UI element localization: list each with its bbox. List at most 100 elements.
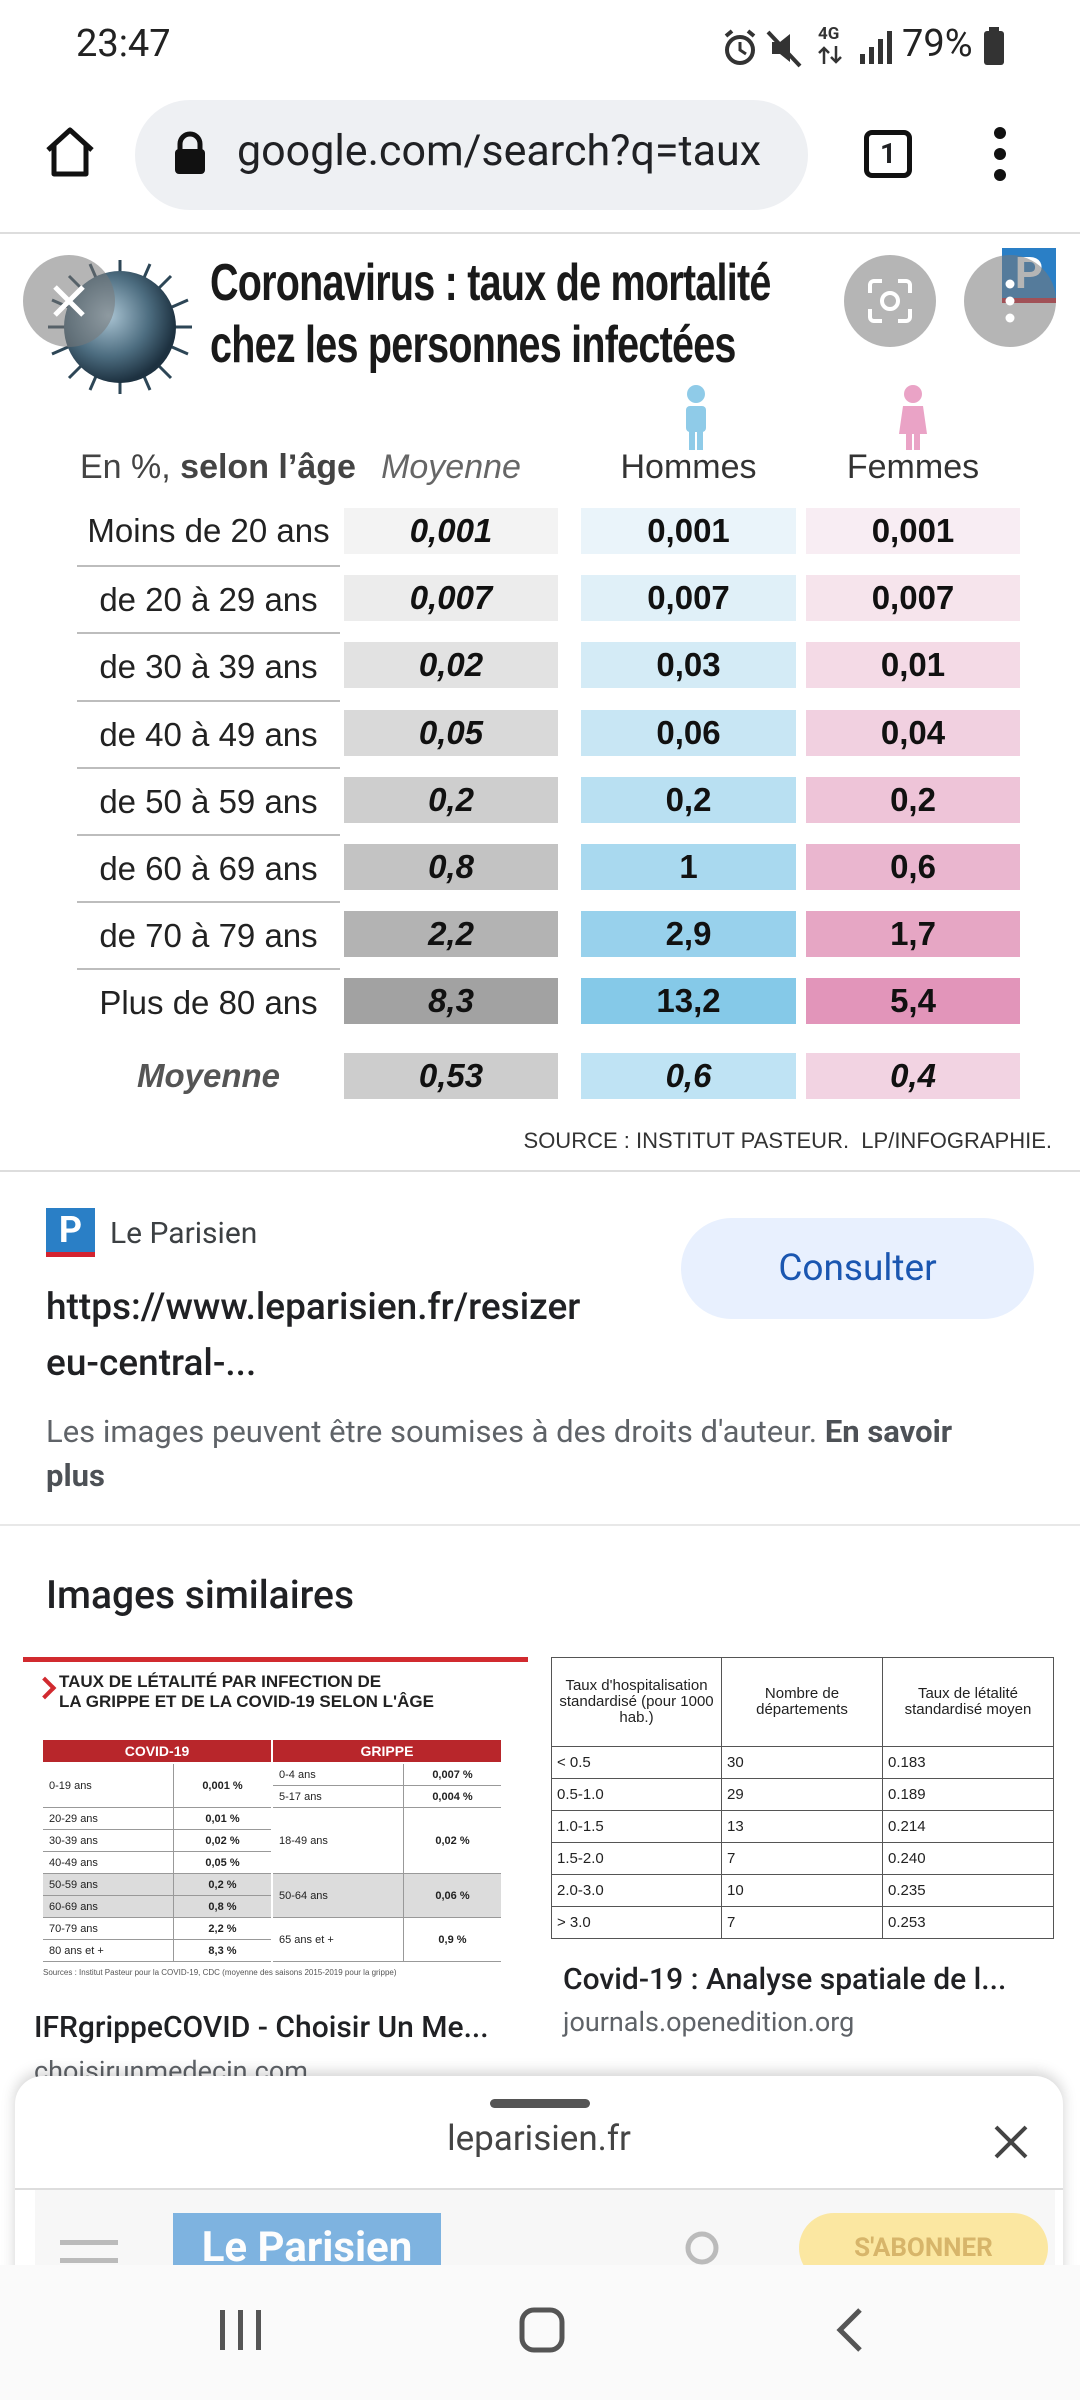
thumb-column-header: GRIPPE [273, 1740, 501, 1762]
sheet-close[interactable] [993, 2124, 1029, 2160]
navigation-bar [0, 2265, 1080, 2400]
url-line[interactable]: https://www.leparisien.fr/resizer [46, 1286, 581, 1329]
tab-switcher[interactable]: 1 [864, 130, 912, 178]
learn-more-link[interactable]: En savoir plus [46, 1413, 953, 1494]
thumb-cell: 0.189 [882, 1778, 1054, 1811]
rate-cell: 5,4 [806, 978, 1020, 1025]
thumb-rate: 0,004 % [403, 1786, 501, 1808]
thumb-rate: 0,01 % [173, 1808, 271, 1830]
rate-cell: 1 [581, 844, 796, 890]
image-source: SOURCE : INSTITUT PASTEUR. LP/INFOGRAPHI… [523, 1128, 1052, 1153]
thumb-rate: 0,06 % [403, 1874, 501, 1918]
thumb-title: TAUX DE LÉTALITÉ PAR INFECTION DE LA GRIP… [59, 1672, 434, 1712]
title-line: Coronavirus : taux de mortalité [210, 254, 771, 312]
url-text[interactable]: google.com/search?q=taux [237, 126, 762, 176]
thumb-age: 65 ans et + [273, 1918, 403, 1962]
similar-thumbnail[interactable]: TAUX DE LÉTALITÉ PAR INFECTION DE LA GRIP… [23, 1657, 528, 1994]
preview-logo: Le Parisien [173, 2213, 441, 2273]
thumb-rate: 0,02 % [403, 1808, 501, 1874]
thumb-cell: 29 [721, 1778, 883, 1811]
thumb-cell: 0.253 [882, 1906, 1054, 1939]
age-label: de 20 à 29 ans [77, 565, 340, 631]
thumb-rate: 0,001 % [173, 1764, 271, 1808]
thumb-chevron [33, 1676, 57, 1700]
battery-icon [984, 27, 1004, 65]
site-logo: P [46, 1208, 95, 1257]
sheet-domain: leparisien.fr [447, 2118, 631, 2159]
thumb-source-note: Sources : Institut Pasteur pour la COVID… [43, 1968, 397, 1977]
rate-cell: 0,01 [806, 642, 1020, 689]
thumb-rate: 8,3 % [173, 1940, 271, 1962]
battery-level: 79% [902, 22, 973, 66]
thumb-column-header: COVID-19 [43, 1740, 271, 1762]
copyright-notice: Les images peuvent être soumises à des d… [46, 1410, 1006, 1498]
rate-cell: 0,8 [344, 844, 558, 890]
home-button[interactable] [40, 122, 100, 182]
network-type: 4G [818, 24, 840, 44]
back-nav[interactable] [830, 2306, 870, 2354]
status-time: 23:47 [76, 22, 171, 66]
thumb-rate: 0,05 % [173, 1852, 271, 1874]
thumb-cell: 7 [721, 1842, 883, 1875]
thumb-rate: 2,2 % [173, 1918, 271, 1940]
lock-icon [175, 131, 205, 174]
url-line[interactable]: eu-central-... [46, 1342, 257, 1385]
rate-cell: 0,2 [581, 776, 796, 823]
rate-cell: 8,3 [344, 978, 558, 1025]
thumb-cell: 0.214 [882, 1810, 1054, 1843]
lens-icon [868, 279, 912, 323]
consult-button[interactable]: Consulter [681, 1218, 1034, 1319]
rate-cell: 2,9 [581, 911, 796, 958]
thumb-age: 20-29 ans [43, 1808, 173, 1830]
thumb-cell: 0.5-1.0 [551, 1778, 722, 1811]
rate-cell: 0,6 [581, 1053, 796, 1099]
image-menu-icon [1005, 279, 1015, 323]
rate-cell: 0,001 [344, 508, 558, 554]
thumb-header: Taux d'hospitalisation standardisé (pour… [551, 1657, 722, 1747]
thumb-age: 70-79 ans [43, 1918, 173, 1940]
thumb-cell: 0.235 [882, 1874, 1054, 1907]
rate-cell: 0,4 [806, 1053, 1020, 1099]
thumb-rate: 0,2 % [173, 1874, 271, 1896]
thumb-rate: 0,007 % [403, 1764, 501, 1786]
url-bar[interactable] [135, 100, 808, 210]
men-header: Hommes [620, 448, 757, 486]
thumb-age: 80 ans et + [43, 1940, 173, 1962]
lens-button[interactable] [844, 255, 936, 347]
rate-cell: 0,007 [581, 575, 796, 622]
thumb-title-line: LA GRIPPE ET DE LA COVID-19 SELON L'ÂGE [59, 1692, 434, 1711]
similar-thumbnail[interactable]: Taux d'hospitalisation standardisé (pour… [551, 1657, 1056, 1943]
thumb-cell: 1.0-1.5 [551, 1810, 722, 1843]
thumb-caption[interactable]: IFRgrippeCOVID - Choisir Un Me... [34, 2010, 489, 2045]
rate-cell: 13,2 [581, 978, 796, 1025]
preview-menu [60, 2240, 118, 2263]
rate-cell: 0,007 [344, 575, 558, 622]
average-header: Moyenne [381, 448, 521, 486]
thumb-caption[interactable]: Covid-19 : Analyse spatiale de l... [563, 1962, 1007, 1997]
thumb-age: 50-59 ans [43, 1874, 173, 1896]
recent-apps[interactable] [218, 2308, 264, 2352]
data-arrows [818, 46, 842, 64]
result-url[interactable]: https://www.leparisien.fr/resizer eu-cen… [46, 1280, 646, 1392]
signal-icon [860, 31, 892, 64]
rate-cell: 2,2 [344, 911, 558, 958]
rate-cell: 0,001 [806, 508, 1020, 554]
site-name: Le Parisien [110, 1216, 258, 1251]
sheet-handle[interactable] [490, 2099, 590, 2108]
age-label: de 70 à 79 ans [77, 901, 340, 967]
thumb-cell: > 3.0 [551, 1906, 722, 1939]
thumb-rate: 0,02 % [173, 1830, 271, 1852]
notice-text: Les images peuvent être soumises à des d… [46, 1413, 818, 1450]
browser-menu[interactable] [985, 124, 1015, 184]
age-label: de 60 à 69 ans [77, 834, 340, 900]
status-icons [724, 29, 802, 68]
rate-cell: 0,001 [581, 508, 796, 554]
rate-cell: 0,2 [806, 776, 1020, 823]
thumb-cell: 2.0-3.0 [551, 1874, 722, 1907]
rate-cell: 0,04 [806, 709, 1020, 756]
age-label: Moins de 20 ans [87, 512, 330, 549]
rate-cell: 0,6 [806, 844, 1020, 890]
thumb-cell: 0.183 [882, 1746, 1054, 1779]
thumb-age: 40-49 ans [43, 1852, 173, 1874]
home-nav[interactable] [518, 2306, 566, 2354]
